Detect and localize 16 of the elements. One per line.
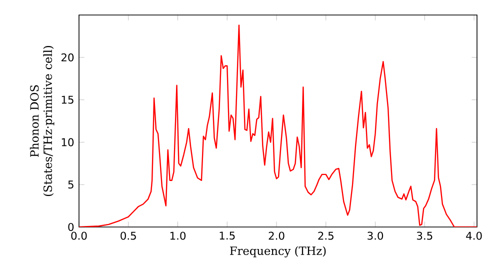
- y-tick-label: 15: [62, 96, 74, 104]
- x-tick-label: 1.0: [170, 232, 186, 240]
- y-tick-label: 10: [62, 138, 74, 146]
- y-tick-label: 0: [68, 222, 74, 232]
- x-axis-title: Frequency (THz): [230, 246, 326, 258]
- x-tick-label: 1.5: [220, 232, 235, 240]
- x-tick-label: 0.0: [71, 232, 87, 240]
- x-tick-label: 3.0: [368, 232, 384, 240]
- x-tick-label: 3.5: [416, 232, 432, 240]
- y-tick-label: 20: [61, 53, 74, 62]
- x-tick-label: 2.0: [268, 232, 284, 240]
- x-tick-label: 2.5: [318, 232, 334, 240]
- x-tick-label: 0.5: [120, 232, 136, 240]
- y-axis-title: Phonon DOS (States/THz·primitive cell): [30, 46, 54, 196]
- x-tick-label: 4.0: [466, 232, 482, 240]
- y-tick-label: 5: [68, 180, 74, 189]
